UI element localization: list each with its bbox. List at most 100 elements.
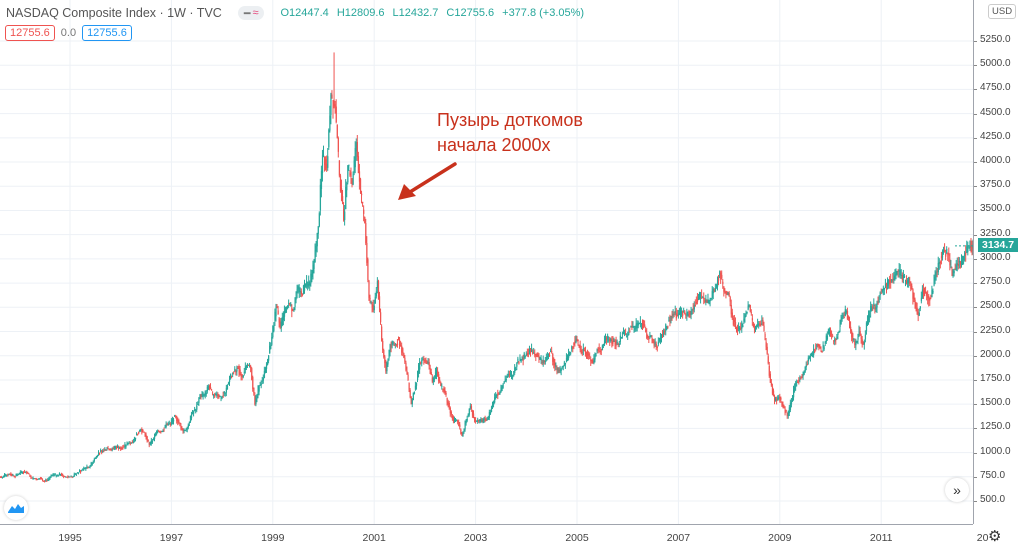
candle-body: [266, 365, 267, 369]
candle-body: [391, 344, 392, 347]
candle-body: [267, 361, 268, 365]
candle-body: [324, 157, 325, 165]
candle-body: [474, 418, 475, 420]
trade-buttons: 12755.6 0.0 12755.6: [5, 25, 132, 41]
y-tick-mark: [974, 89, 977, 90]
candle-body: [487, 420, 488, 421]
candle-body: [899, 270, 900, 272]
candle-body: [301, 291, 302, 294]
candle-body: [661, 337, 662, 338]
candle-body: [905, 281, 906, 282]
buy-button[interactable]: 12755.6: [82, 25, 132, 41]
candle-body: [949, 259, 950, 265]
candle-body: [704, 300, 705, 302]
candle-body: [196, 405, 197, 409]
scroll-to-realtime-button[interactable]: »: [945, 478, 969, 502]
y-tick-mark: [974, 283, 977, 284]
candle-body: [626, 336, 627, 337]
candle-body: [375, 297, 376, 304]
candle-body: [937, 271, 938, 272]
candle-body: [855, 341, 856, 346]
candle-body: [517, 359, 518, 363]
sell-button[interactable]: 12755.6: [5, 25, 55, 41]
spread-value: 0.0: [61, 27, 76, 39]
candle-body: [932, 291, 933, 292]
candle-body: [433, 378, 434, 382]
y-tick-mark: [974, 114, 977, 115]
candle-body: [94, 459, 95, 461]
candle-body: [760, 324, 761, 325]
candle-body: [129, 443, 130, 444]
candle-body: [712, 291, 713, 298]
candle-body: [927, 296, 928, 299]
candle-body: [537, 355, 538, 356]
candle-body: [312, 265, 313, 274]
candle-body: [142, 430, 143, 431]
candle-body: [659, 338, 660, 341]
candle-body: [53, 474, 54, 475]
candle-body: [21, 472, 22, 473]
y-tick-mark: [974, 453, 977, 454]
settings-gear-icon[interactable]: ⚙: [988, 527, 1001, 545]
candle-body: [41, 478, 42, 479]
candle-body: [128, 443, 129, 444]
candle-body: [291, 307, 292, 311]
candle-body: [59, 473, 60, 475]
price-chart[interactable]: [0, 0, 973, 524]
candle-body: [491, 408, 492, 412]
tradingview-logo-button[interactable]: [4, 496, 28, 520]
candle-body: [863, 341, 864, 344]
symbol-title[interactable]: NASDAQ Composite Index · 1W · TVC: [6, 6, 222, 20]
candle-body: [884, 288, 885, 290]
y-tick-mark: [974, 235, 977, 236]
candle-body: [931, 290, 932, 297]
candle-body: [723, 287, 724, 292]
candle-body: [945, 254, 946, 257]
annotation-text[interactable]: Пузырь доткомов начала 2000х: [437, 108, 583, 158]
candle-body: [702, 297, 703, 298]
candle-body: [310, 274, 311, 284]
candle-body: [323, 155, 324, 156]
candle-body: [917, 308, 918, 314]
candle-body: [874, 307, 875, 310]
candle-body: [386, 363, 387, 371]
candle-body: [121, 448, 122, 449]
candle-body: [705, 299, 706, 303]
candle-body: [325, 159, 326, 170]
candle-body: [720, 273, 721, 280]
candle-body: [108, 448, 109, 449]
candle-body: [280, 322, 281, 328]
candle-body: [655, 342, 656, 345]
candle-body: [435, 372, 436, 377]
candle-body: [895, 273, 896, 276]
candle-body: [343, 209, 344, 220]
candle-body: [282, 317, 283, 325]
candle-body: [349, 173, 350, 175]
candle-body: [342, 196, 343, 204]
candle-body: [125, 446, 126, 447]
candle-body: [827, 336, 828, 340]
candle-body: [868, 314, 869, 320]
candle-body: [912, 289, 913, 298]
candle-body: [844, 317, 845, 318]
candle-body: [842, 317, 843, 319]
candle-body: [240, 370, 241, 374]
legend-toggle[interactable]: ━≈: [238, 6, 265, 20]
candle-body: [144, 434, 145, 435]
candle-body: [122, 447, 123, 449]
candle-body: [450, 408, 451, 414]
candle-body: [3, 476, 4, 477]
currency-label[interactable]: USD: [988, 4, 1016, 19]
candle-body: [562, 366, 563, 367]
candle-body: [567, 358, 568, 359]
candle-body: [17, 475, 18, 476]
candle-body: [785, 409, 786, 413]
candle-body: [184, 430, 185, 431]
candle-body: [592, 360, 593, 363]
candle-body: [733, 318, 734, 325]
candle-body: [685, 315, 686, 316]
candle-body: [568, 353, 569, 358]
candle-body: [28, 473, 29, 474]
